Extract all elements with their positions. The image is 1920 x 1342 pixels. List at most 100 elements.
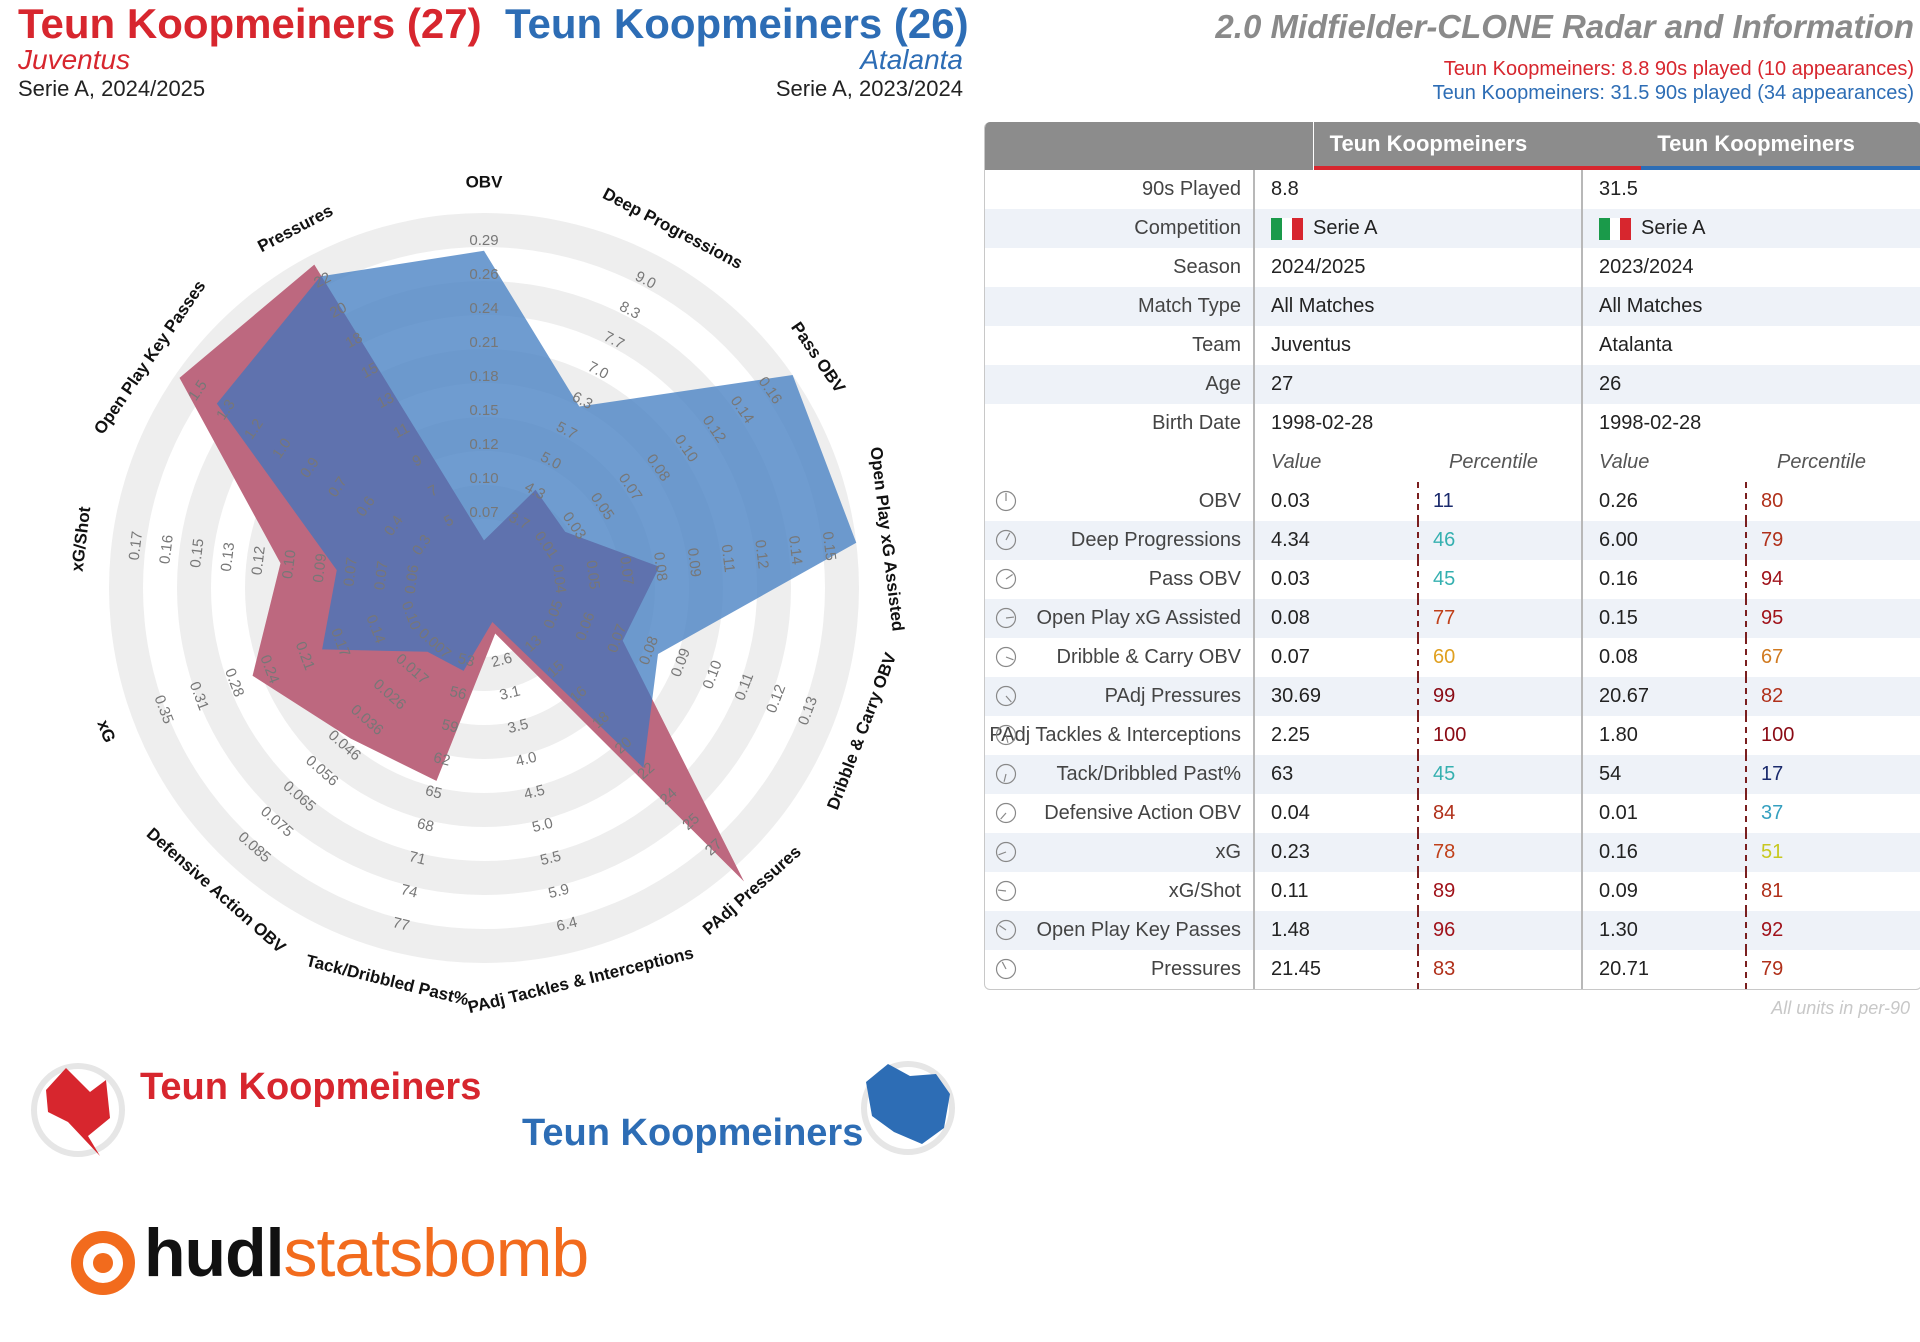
info-p1: 2024/2025 [1271, 256, 1366, 278]
radar-tick-label: 0.10 [469, 470, 498, 487]
radar-tick-label: 0.13 [218, 541, 238, 572]
metric-row: Open Play xG Assisted 0.08 77 0.15 95 [985, 599, 1920, 638]
info-row: Birth Date 1998-02-28 1998-02-28 [985, 404, 1920, 443]
metric-row: Deep Progressions 4.34 46 6.00 79 [985, 521, 1920, 560]
radar-tick-label: 0.08 [650, 551, 670, 582]
radar-tick-label: 22 [311, 269, 334, 292]
p1-value: 0.03 [1255, 482, 1419, 521]
radar-tick-label: 3.1 [498, 683, 522, 704]
metric-row: Defensive Action OBV 0.04 84 0.01 37 [985, 794, 1920, 833]
metric-gauge-icon [995, 880, 1017, 902]
info-p2: 31.5 [1599, 178, 1638, 200]
radar-tick-label: 0.15 [187, 538, 207, 569]
p2-value-header: Value [1599, 451, 1650, 473]
p1-percentile: 45 [1433, 568, 1456, 590]
radar-tick-label: 0.12 [469, 436, 498, 453]
brand-logo: hudlstatsbomb [144, 1215, 589, 1291]
radar-tick-label: 0.04 [549, 563, 569, 594]
metric-label: OBV [1198, 490, 1241, 512]
player1-played-info: Teun Koopmeiners: 8.8 90s played (10 app… [1443, 58, 1914, 80]
info-label: Birth Date [985, 404, 1255, 443]
radar-tick-label: 59 [440, 716, 460, 736]
metric-label: Dribble & Carry OBV [1056, 646, 1242, 668]
player2-played-info: Teun Koopmeiners: 31.5 90s played (34 ap… [1432, 82, 1914, 104]
radar-tick-label: 20 [327, 299, 350, 322]
info-label: Competition [985, 209, 1255, 248]
p1-value: 21.45 [1255, 950, 1419, 989]
info-p2: 1998-02-28 [1599, 412, 1702, 434]
radar-tick-label: 18 [343, 329, 366, 352]
radar-title: 2.0 Midfielder-CLONE Radar and Informati… [1215, 8, 1914, 45]
metric-label: Pressures [1150, 958, 1241, 980]
info-p1: 1998-02-28 [1271, 412, 1374, 434]
p1-percentile: 45 [1433, 763, 1456, 785]
radar-tick-label: 56 [448, 683, 468, 703]
radar-tick-label: 4.0 [514, 749, 538, 770]
p2-value: 54 [1583, 755, 1747, 794]
metric-row: Tack/Dribbled Past% 63 45 54 17 [985, 755, 1920, 794]
radar-tick-label: 0.17 [126, 530, 146, 561]
p2-percentile: 100 [1761, 724, 1795, 746]
p1-value: 0.04 [1255, 794, 1419, 833]
metric-row: Dribble & Carry OBV 0.07 60 0.08 67 [985, 638, 1920, 677]
p2-percentile: 81 [1761, 880, 1784, 902]
radar-tick-label: 3.5 [506, 716, 530, 737]
p2-percentile: 82 [1761, 685, 1784, 707]
radar-chart: 0.07 0.10 0.12 0.15 0.18 0.21 0.24 0.26 0.29 OBV 3… [68, 172, 908, 1017]
radar-tick-label: 0.21 [469, 334, 498, 351]
metric-row: OBV 0.03 11 0.26 80 [985, 482, 1920, 521]
radar-tick-label: 0.12 [248, 545, 268, 576]
table-header-player1: Teun Koopmeiners [1313, 122, 1642, 170]
radar-tick-label: 0.07 [341, 556, 361, 587]
metric-gauge-icon [995, 646, 1017, 668]
player2-team: Atalanta [860, 44, 963, 75]
p2-percentile: 94 [1761, 568, 1784, 590]
radar-tick-label: 5.5 [538, 848, 562, 869]
p1-percentile: 84 [1433, 802, 1456, 824]
radar-tick-label: 2.6 [490, 650, 514, 671]
p1-value: 0.23 [1255, 833, 1419, 872]
p1-value: 1.48 [1255, 911, 1419, 950]
info-label: 90s Played [985, 170, 1255, 209]
p2-percentile: 79 [1761, 958, 1784, 980]
p2-value: 0.26 [1583, 482, 1747, 521]
info-row: Season 2024/2025 2023/2024 [985, 248, 1920, 287]
metric-row: Pressures 21.45 83 20.71 79 [985, 950, 1920, 989]
radar-tick-label: 71 [407, 848, 427, 868]
radar-tick-label: 15 [359, 359, 382, 382]
p2-percentile: 92 [1761, 919, 1784, 941]
radar-tick-label: 6.4 [555, 914, 579, 935]
metric-label: xG [1215, 841, 1241, 863]
player2-competition: Serie A, 2023/2024 [775, 76, 963, 101]
info-p2: 26 [1599, 373, 1622, 395]
info-p2: All Matches [1599, 295, 1703, 317]
radar-tick-label: 77 [391, 914, 411, 934]
p2-value: 0.16 [1583, 833, 1747, 872]
radar-tick-label: 0.26 [469, 266, 498, 283]
p2-percentile: 79 [1761, 529, 1784, 551]
p2-percentile-header: Percentile [1777, 451, 1866, 473]
table-header: Teun Koopmeiners Teun Koopmeiners [985, 122, 1920, 170]
p1-percentile: 99 [1433, 685, 1456, 707]
p1-percentile: 83 [1433, 958, 1456, 980]
p1-percentile-header: Percentile [1449, 451, 1538, 473]
metric-label: Open Play xG Assisted [1036, 607, 1241, 629]
metric-rows: OBV 0.03 11 0.26 80 Deep Progressions 4.34 46 6.… [985, 482, 1920, 989]
radar-tick-label: 5.0 [530, 815, 554, 836]
p2-value: 1.80 [1583, 716, 1747, 755]
metric-subheader: Value Percentile Value Percentile [985, 443, 1920, 482]
p1-value: 2.25 [1255, 716, 1419, 755]
radar-tick-label: 0.07 [616, 555, 636, 586]
info-p2: Atalanta [1599, 334, 1673, 356]
player1-legend-label: Teun Koopmeiners [140, 1066, 482, 1108]
p2-percentile: 17 [1761, 763, 1784, 785]
p2-value: 0.09 [1583, 872, 1747, 911]
metric-row: xG 0.23 78 0.16 51 [985, 833, 1920, 872]
player1-team: Juventus [18, 44, 131, 75]
p1-value: 0.11 [1255, 872, 1419, 911]
radar-metric-label: xG [93, 717, 119, 745]
metric-row: PAdj Tackles & Interceptions 2.25 100 1.80 1… [985, 716, 1920, 755]
statsbomb-logo-icon [71, 1231, 135, 1295]
radar-tick-label: 11 [391, 420, 413, 442]
radar-tick-label: 0.07 [371, 560, 391, 591]
